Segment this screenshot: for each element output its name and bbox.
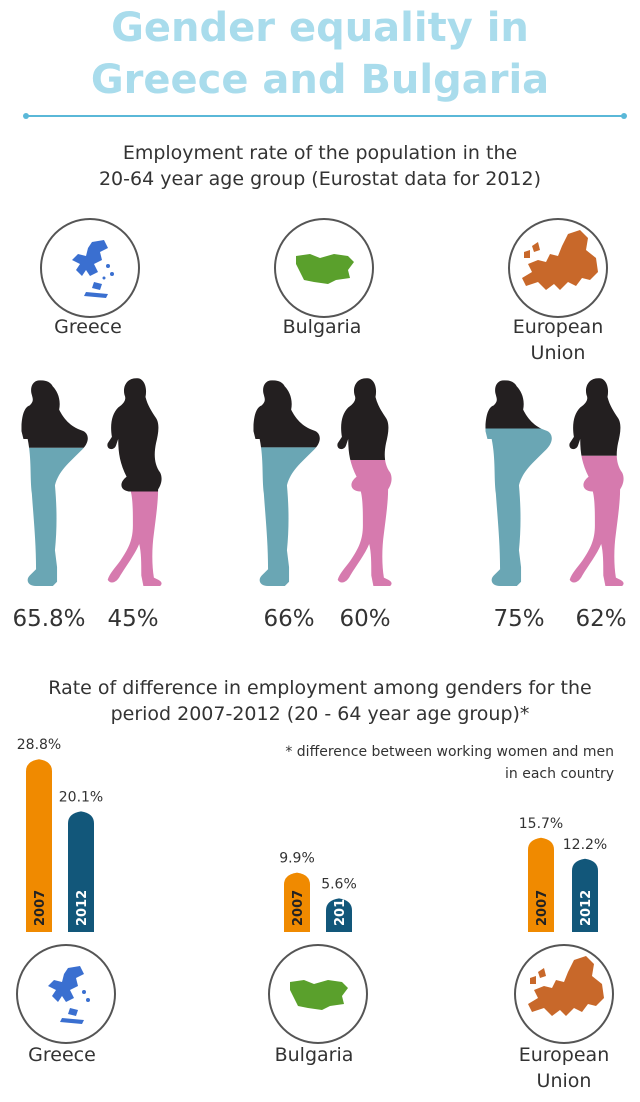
greece-map-icon <box>40 218 140 318</box>
bulgaria-man-silhouette <box>253 380 320 586</box>
bulgaria-men-value: 66% <box>263 606 315 632</box>
bulgaria-bar-2012-value-label: 5.6% <box>321 876 357 892</box>
eu-man-silhouette <box>485 380 552 586</box>
country-label-bulgaria: Bulgaria <box>282 316 362 338</box>
eu-bar-2012-value-label: 12.2% <box>563 837 607 853</box>
greece-map-icon <box>16 944 116 1044</box>
greece-men-value: 65.8% <box>12 606 86 632</box>
title-divider <box>26 115 624 117</box>
bulgaria-bar-2007 <box>284 872 310 932</box>
page-title-line1: Gender equality in <box>111 5 529 51</box>
eu-women-value: 62% <box>575 606 627 632</box>
greece-man-silhouette-employed-fill <box>21 447 88 586</box>
greece-bar-2007-year-label: 2007 <box>33 890 48 926</box>
bulgaria-women-value: 60% <box>339 606 391 632</box>
eu-bar-2007 <box>528 837 554 932</box>
bulgaria-woman-silhouette-unemployed-area <box>337 378 392 460</box>
greece-man-silhouette-unemployed-area <box>21 380 88 448</box>
eu-man-silhouette-employed-fill <box>485 428 552 586</box>
eu-bar-2007-value-label: 15.7% <box>519 816 563 832</box>
greece-bar-2007-value-label: 28.8% <box>17 737 61 753</box>
eu-bar-2012-year-label: 2012 <box>579 890 594 926</box>
bulgaria-bar-2007-value-label: 9.9% <box>279 851 315 867</box>
greece-bar-2007 <box>26 759 52 932</box>
bulgaria-bar-2012 <box>326 898 352 932</box>
bulgaria-map-icon <box>268 944 368 1044</box>
eu-woman-silhouette-employed-fill <box>569 455 624 586</box>
bulgaria-bar-2007-year-label: 2007 <box>291 890 306 926</box>
bottom-label-greece: Greece <box>28 1044 96 1066</box>
greece-woman-silhouette-unemployed-area <box>107 378 162 492</box>
eu-woman-silhouette-unemployed-area <box>569 378 624 456</box>
greece-women-value: 45% <box>107 606 159 632</box>
bottom-label-eu-line1: European <box>518 1044 610 1066</box>
greece-man-silhouette <box>21 380 88 586</box>
greece-woman-silhouette-employed-fill <box>107 491 162 586</box>
greece-bar-2012-value-label: 20.1% <box>59 789 103 805</box>
bottom-label-eu-line2: Union <box>536 1070 592 1092</box>
bulgaria-man-silhouette-unemployed-area <box>253 380 320 448</box>
page-title-line2: Greece and Bulgaria <box>90 57 550 103</box>
eu-bar-2012 <box>572 858 598 932</box>
divider-dot-left <box>23 113 29 119</box>
divider-dot-right <box>621 113 627 119</box>
eu-man-silhouette-unemployed-area <box>485 380 552 429</box>
europe-map-icon <box>508 218 608 318</box>
bulgaria-man-silhouette-employed-fill <box>253 447 320 586</box>
bottom-label-bulgaria: Bulgaria <box>274 1044 354 1066</box>
greece-bar-2012 <box>68 811 94 932</box>
difference-bar-chart: 200728.8%201220.1%20079.9%20125.6%200715… <box>17 737 607 932</box>
footnote-line1: * difference between working women and m… <box>285 744 614 760</box>
bulgaria-map-icon <box>274 218 374 318</box>
section1-subtitle-line1: Employment rate of the population in the <box>122 142 518 164</box>
europe-map-icon <box>514 944 614 1044</box>
eu-bar-2007-year-label: 2007 <box>535 890 550 926</box>
bulgaria-bar-2012-year-label: 2012 <box>333 890 348 926</box>
greece-woman-silhouette <box>107 378 162 586</box>
bulgaria-woman-silhouette <box>337 378 392 586</box>
footnote-line2: in each country <box>505 766 614 782</box>
eu-woman-silhouette <box>569 378 624 586</box>
section2-subtitle-line2: period 2007-2012 (20 - 64 year age group… <box>110 703 530 725</box>
bulgaria-woman-silhouette-employed-fill <box>337 460 392 586</box>
section2-subtitle-line1: Rate of difference in employment among g… <box>48 677 592 699</box>
eu-men-value: 75% <box>493 606 545 632</box>
country-label-greece: Greece <box>54 316 122 338</box>
section1-subtitle-line2: 20-64 year age group (Eurostat data for … <box>98 168 542 190</box>
greece-bar-2012-year-label: 2012 <box>75 890 90 926</box>
country-label-eu-line2: Union <box>530 342 586 364</box>
country-label-eu-line1: European <box>512 316 604 338</box>
